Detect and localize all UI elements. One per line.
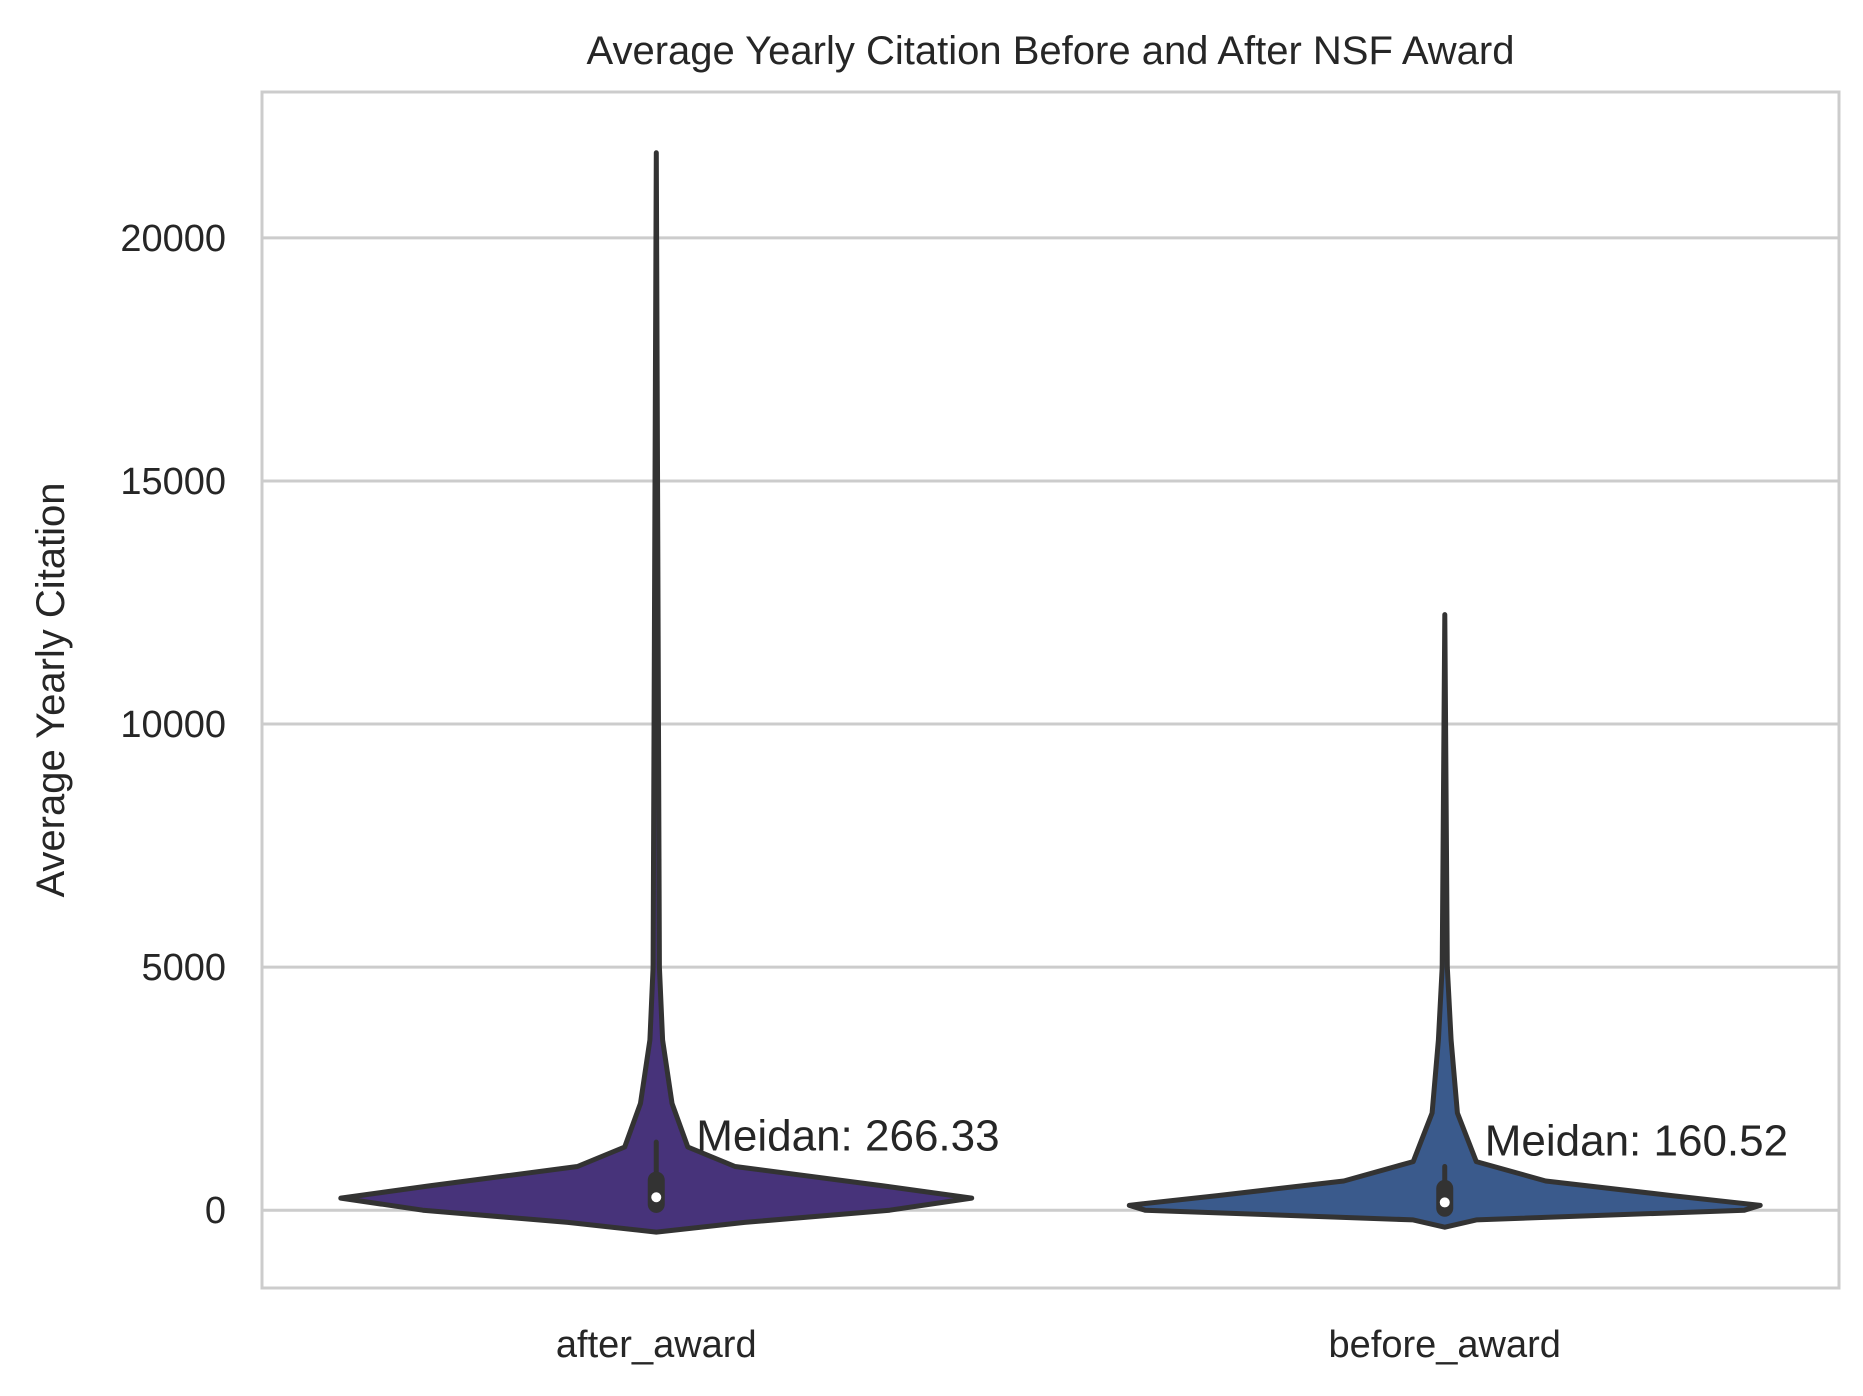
y-tick-label: 15000 — [120, 461, 226, 503]
plot-frame — [260, 90, 1841, 1290]
grid-layer — [262, 236, 1839, 1212]
median-annotation-before_award: Meidan: 160.52 — [1485, 1116, 1788, 1165]
chart-title: Average Yearly Citation Before and After… — [587, 29, 1515, 73]
median-dot-after_award — [651, 1192, 662, 1203]
y-axis-label: Average Yearly Citation — [29, 482, 73, 897]
y-tick-label: 5000 — [141, 947, 226, 989]
median-dot-before_award — [1439, 1197, 1450, 1208]
x-tick-label: after_award — [556, 1324, 757, 1366]
x-tick-labels: after_award before_award — [556, 1324, 1561, 1366]
y-tick-label: 20000 — [120, 218, 226, 260]
violin-after_award — [338, 150, 975, 1235]
violin-before_award — [1126, 612, 1763, 1230]
x-tick-label: before_award — [1329, 1324, 1561, 1366]
violin-layer: Meidan: 266.33 Meidan: 160.52 — [338, 150, 1788, 1235]
y-tick-label: 0 — [205, 1190, 226, 1232]
y-tick-label: 10000 — [120, 704, 226, 746]
y-tick-labels: 0 5000 10000 15000 20000 — [120, 218, 226, 1232]
median-annotation-after_award: Meidan: 266.33 — [696, 1111, 999, 1160]
